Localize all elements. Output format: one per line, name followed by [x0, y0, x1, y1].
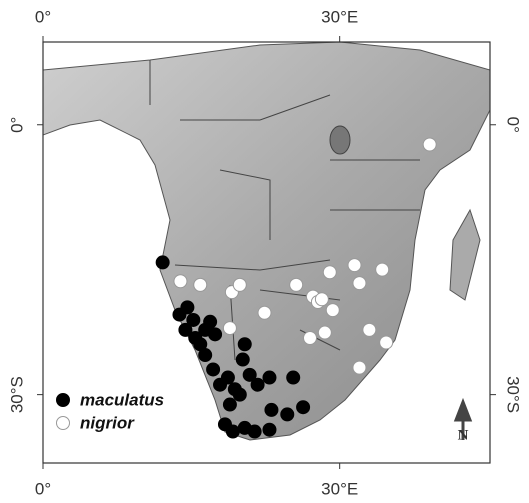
occurrence-point: [290, 278, 303, 291]
legend-label: maculatus: [80, 390, 164, 409]
occurrence-point: [194, 278, 207, 291]
occurrence-point: [263, 423, 276, 436]
x-tick-label: 30°E: [321, 7, 358, 26]
occurrence-point: [238, 338, 251, 351]
legend-label: nigrior: [80, 413, 135, 432]
occurrence-point: [281, 408, 294, 421]
occurrence-point: [323, 266, 336, 279]
occurrence-point: [353, 277, 366, 290]
occurrence-point: [287, 371, 300, 384]
occurrence-point: [233, 278, 246, 291]
occurrence-point: [318, 326, 331, 339]
y-tick-label: 30°S: [7, 376, 26, 413]
occurrence-point: [315, 293, 328, 306]
occurrence-point: [233, 388, 246, 401]
x-tick-label: 0°: [35, 7, 51, 26]
x-tick-label: 30°E: [321, 479, 358, 498]
north-label: N: [458, 427, 469, 443]
occurrence-point: [304, 331, 317, 344]
occurrence-point: [353, 361, 366, 374]
occurrence-point: [181, 301, 194, 314]
y-tick-label: 0°: [504, 117, 523, 133]
occurrence-point: [326, 304, 339, 317]
occurrence-point: [297, 401, 310, 414]
occurrence-point: [376, 263, 389, 276]
occurrence-point: [223, 398, 236, 411]
occurrence-point: [199, 349, 212, 362]
x-tick-label: 0°: [35, 479, 51, 498]
occurrence-point: [207, 363, 220, 376]
occurrence-point: [423, 138, 436, 151]
occurrence-point: [380, 336, 393, 349]
legend-marker: [57, 394, 70, 407]
occurrence-point: [221, 371, 234, 384]
occurrence-point: [204, 315, 217, 328]
map: maculatus nigrior N 0° 0° 30°E 30°E 0° 0° 30°S…: [0, 0, 529, 503]
occurrence-point: [236, 353, 249, 366]
occurrence-point: [209, 328, 222, 341]
occurrence-point: [156, 256, 169, 269]
occurrence-point: [226, 425, 239, 438]
y-tick-label: 30°S: [504, 376, 523, 413]
legend-marker: [57, 417, 70, 430]
occurrence-point: [248, 425, 261, 438]
occurrence-point: [363, 323, 376, 336]
occurrence-point: [223, 322, 236, 335]
occurrence-point: [174, 275, 187, 288]
occurrence-point: [265, 403, 278, 416]
occurrence-point: [263, 371, 276, 384]
occurrence-point: [348, 259, 361, 272]
occurrence-point: [251, 378, 264, 391]
occurrence-point: [258, 306, 271, 319]
y-tick-label: 0°: [7, 117, 26, 133]
